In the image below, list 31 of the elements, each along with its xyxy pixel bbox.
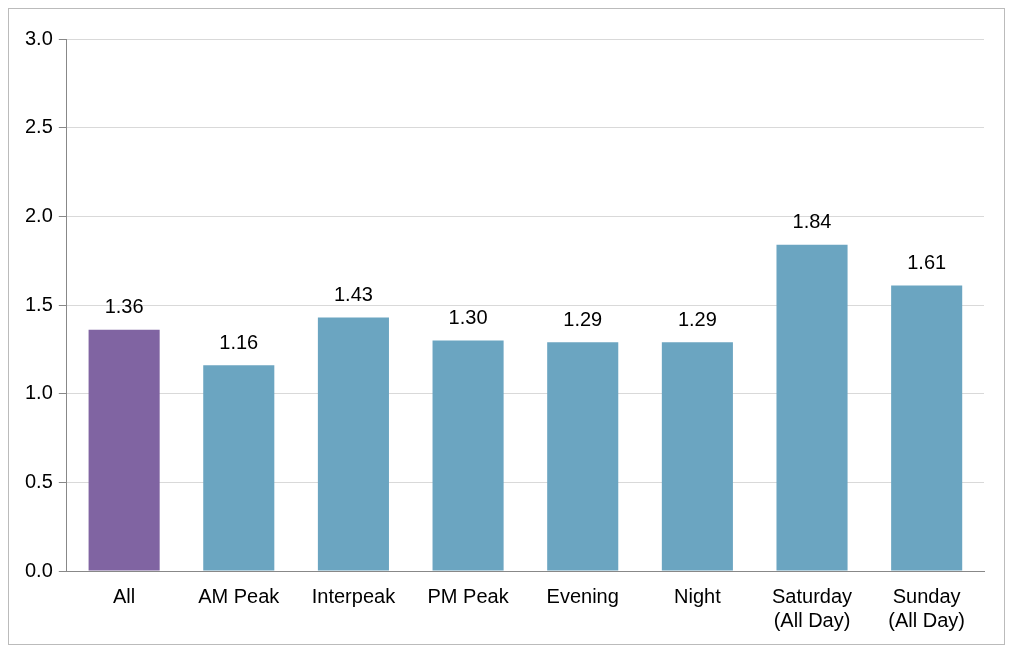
data-label: 1.84 xyxy=(792,210,832,233)
y-tick-label: 1.5 xyxy=(24,292,53,315)
y-tick-label: 3.0 xyxy=(24,26,53,49)
x-tick-label: All xyxy=(113,584,136,607)
bar xyxy=(203,365,275,571)
data-label: 1.29 xyxy=(677,307,717,330)
x-tick-label: Sunday (All Day) xyxy=(888,584,966,631)
bar xyxy=(88,329,160,571)
data-label: 1.61 xyxy=(907,251,947,274)
x-tick-label: Interpeak xyxy=(311,584,397,607)
x-tick-label: Saturday (All Day) xyxy=(771,584,853,631)
bar xyxy=(776,244,848,571)
data-label: 1.16 xyxy=(219,330,259,353)
bar xyxy=(661,342,733,571)
x-tick-label: Night xyxy=(674,584,722,607)
data-label: 1.36 xyxy=(104,295,144,318)
bar xyxy=(317,317,389,571)
y-tick-label: 2.5 xyxy=(24,115,53,138)
x-tick-label: Evening xyxy=(546,584,619,607)
y-tick-label: 0.0 xyxy=(24,558,53,581)
data-label: 1.30 xyxy=(448,305,488,328)
x-tick-label: AM Peak xyxy=(198,584,281,607)
data-label: 1.43 xyxy=(333,282,373,305)
bar xyxy=(547,342,619,571)
data-label: 1.29 xyxy=(563,307,603,330)
x-tick-label: PM Peak xyxy=(427,584,510,607)
y-tick-label: 0.5 xyxy=(24,469,53,492)
bar xyxy=(891,285,963,571)
bar xyxy=(432,340,504,571)
y-tick-label: 2.0 xyxy=(24,203,53,226)
y-tick-label: 1.0 xyxy=(24,381,53,404)
